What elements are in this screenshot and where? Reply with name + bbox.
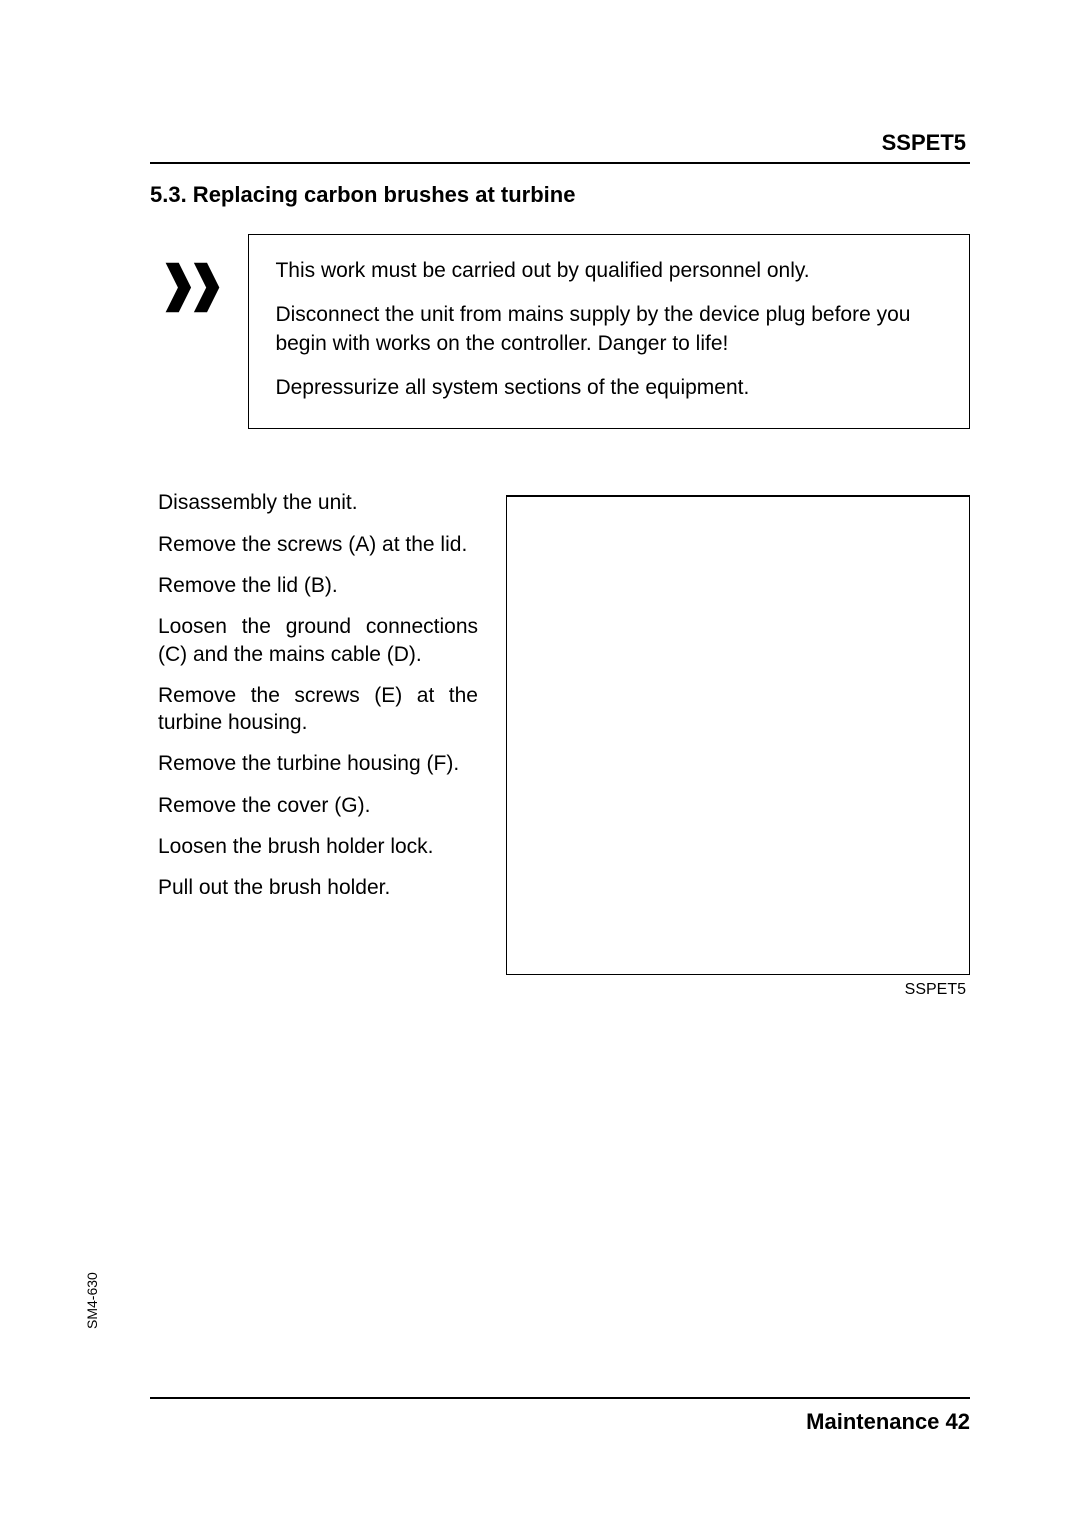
model-header: SSPET5 — [150, 130, 970, 162]
figure-caption: SSPET5 — [506, 981, 970, 999]
page-footer: Maintenance 42 — [150, 1397, 970, 1435]
warning-row: ❱❱ This work must be carried out by qual… — [158, 234, 970, 429]
instruction-step: Pull out the brush holder. — [158, 874, 478, 901]
instruction-step: Remove the screws (A) at the lid. — [158, 531, 478, 558]
body-row: Disassembly the unit. Remove the screws … — [158, 489, 970, 999]
instruction-step: Remove the cover (G). — [158, 792, 478, 819]
warning-line-1: This work must be carried out by qualifi… — [275, 257, 943, 285]
footer-rule — [150, 1397, 970, 1399]
footer-text: Maintenance 42 — [150, 1409, 970, 1435]
figure-placeholder — [506, 495, 970, 975]
instruction-step: Remove the screws (E) at the turbine hou… — [158, 682, 478, 737]
warning-box: This work must be carried out by qualifi… — [248, 234, 970, 429]
header-rule — [150, 162, 970, 164]
double-arrow-icon: ❱❱ — [158, 234, 214, 312]
page-container: SSPET5 5.3. Replacing carbon brushes at … — [0, 0, 1080, 1525]
instruction-step: Disassembly the unit. — [158, 489, 478, 516]
instruction-step: Loosen the brush holder lock. — [158, 833, 478, 860]
side-document-code: SM4-630 — [84, 1272, 100, 1329]
warning-line-2: Disconnect the unit from mains supply by… — [275, 301, 943, 358]
section-heading: 5.3. Replacing carbon brushes at turbine — [150, 182, 970, 208]
instruction-list: Disassembly the unit. Remove the screws … — [158, 489, 478, 915]
figure-column: SSPET5 — [506, 489, 970, 999]
instruction-step: Loosen the ground connections (C) and th… — [158, 613, 478, 668]
instruction-step: Remove the lid (B). — [158, 572, 478, 599]
warning-line-3: Depressurize all system sections of the … — [275, 374, 943, 402]
instruction-step: Remove the turbine housing (F). — [158, 750, 478, 777]
